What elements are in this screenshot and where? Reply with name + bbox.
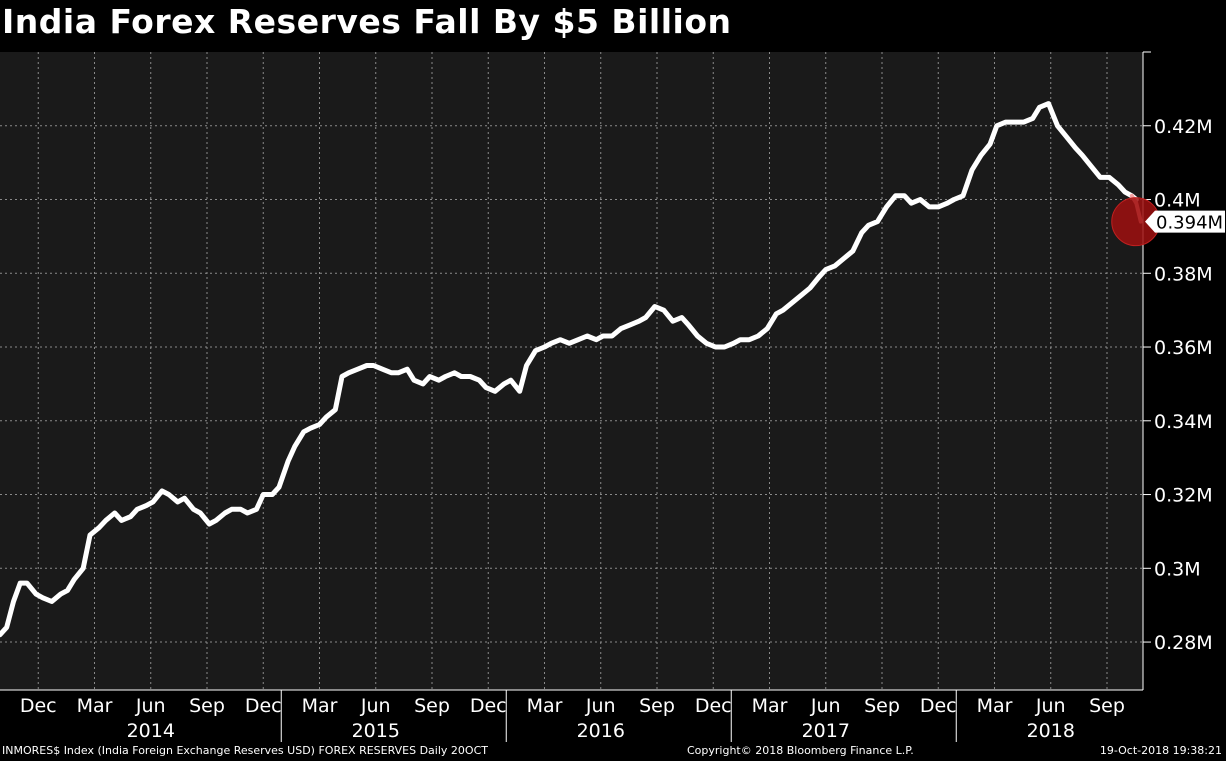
last-value-label: 0.394M (1156, 213, 1223, 234)
y-tick-label: 0.42M (1154, 116, 1213, 138)
last-value-marker: 0.394M (1111, 197, 1225, 247)
year-label: 2017 (802, 720, 850, 742)
x-tick-label: Jun (1035, 695, 1066, 717)
x-tick-label: Mar (77, 695, 113, 717)
x-tick-label: Sep (639, 695, 675, 717)
x-axis: Dec Mar Jun Sep Dec Mar Jun Sep Dec Mar Jun Sep Dec M… (0, 689, 1143, 742)
footer-timestamp: 19-Oct-2018 19:38:21 (1099, 744, 1222, 757)
x-tick-label: Dec (920, 695, 957, 717)
x-tick-label: Sep (1089, 695, 1125, 717)
x-tick-label: Mar (302, 695, 338, 717)
x-tick-label: Dec (695, 695, 732, 717)
series-line-reserves (0, 101, 1139, 638)
chart-title: India Forex Reserves Fall By $5 Billion (2, 2, 732, 41)
x-tick-label: Sep (864, 695, 900, 717)
year-label: 2016 (577, 720, 625, 742)
x-tick-label: Jun (810, 695, 841, 717)
x-tick-label: Jun (135, 695, 166, 717)
x-tick-label: Jun (360, 695, 391, 717)
y-tick-label: 0.28M (1154, 632, 1213, 654)
x-tick-label: Mar (527, 695, 563, 717)
footer-copyright: Copyright© 2018 Bloomberg Finance L.P. (687, 744, 914, 757)
year-label: 2018 (1027, 720, 1075, 742)
last-value-tag (1145, 210, 1225, 233)
y-tick-label: 0.38M (1154, 263, 1213, 285)
x-tick-label: Sep (189, 695, 225, 717)
plot-area (0, 52, 1143, 690)
y-tick-label: 0.34M (1154, 411, 1213, 433)
footer-source: INMORES$ Index (India Foreign Exchange R… (2, 744, 488, 757)
x-tick-label: Dec (245, 695, 282, 717)
y-axis: 0.28M 0.3M 0.32M 0.34M 0.36M 0.38M 0.4M 0.42M (1142, 51, 1213, 690)
y-tick-label: 0.36M (1154, 337, 1213, 359)
x-tick-label: Dec (20, 695, 57, 717)
x-tick-label: Jun (585, 695, 616, 717)
x-tick-label: Mar (977, 695, 1013, 717)
y-tick-label: 0.4M (1154, 190, 1201, 212)
x-tick-label: Sep (414, 695, 450, 717)
y-tick-label: 0.32M (1154, 485, 1213, 507)
year-label: 2014 (127, 720, 175, 742)
grid-lines (0, 52, 1143, 690)
y-tick-label: 0.3M (1154, 558, 1201, 580)
year-label: 2015 (352, 720, 400, 742)
x-tick-label: Mar (752, 695, 788, 717)
x-tick-label: Dec (470, 695, 507, 717)
